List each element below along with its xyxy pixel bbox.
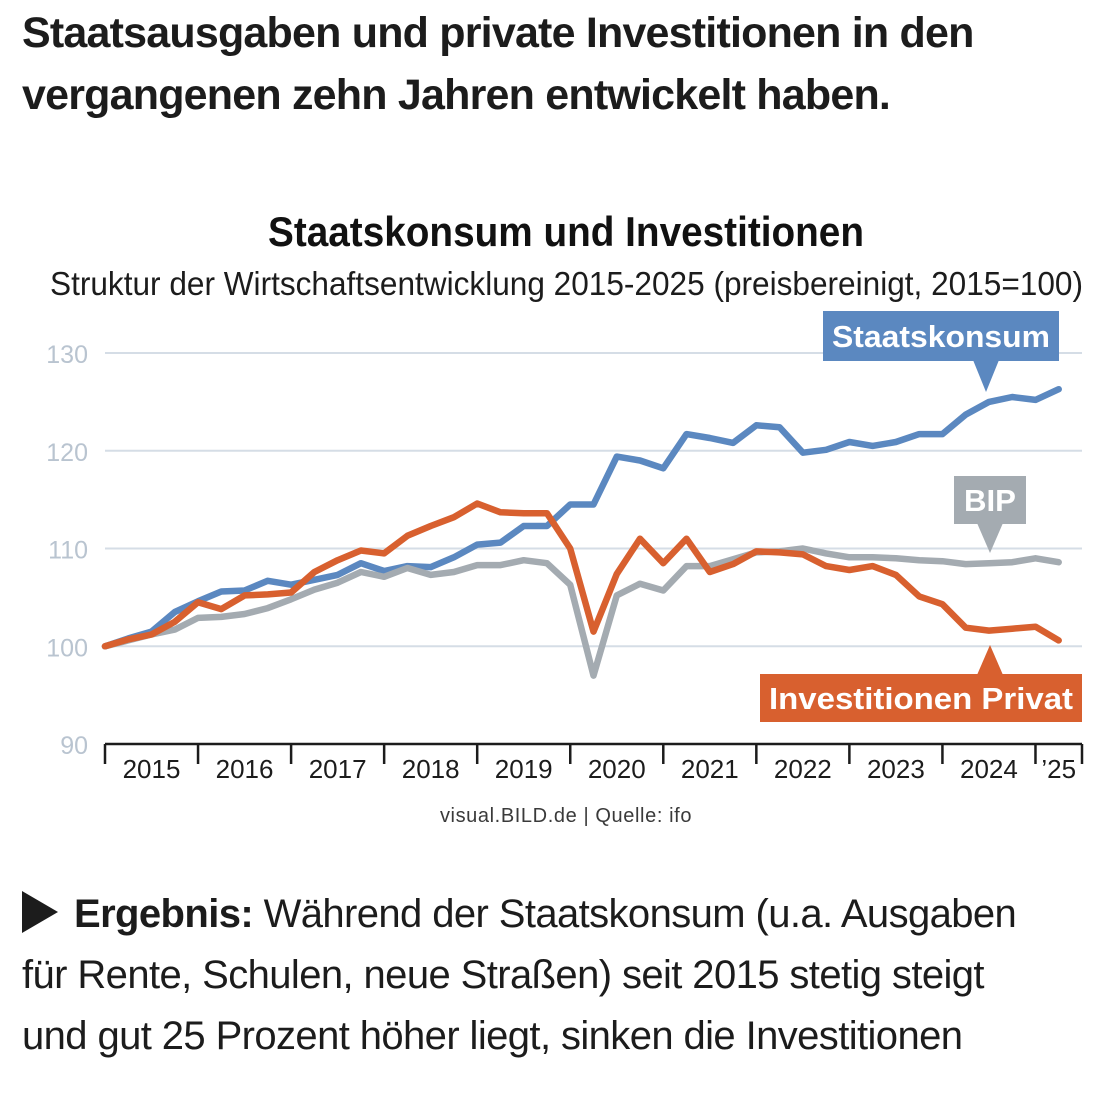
x-tick-label-0: 2015	[123, 754, 181, 784]
series-label-2: Investitionen Privat	[769, 681, 1073, 716]
series-line-1	[101, 545, 1062, 679]
series-label-1: BIP	[964, 483, 1016, 518]
chart-series-lines	[101, 385, 1062, 679]
chart-series-labels: Staatskonsum BIP Investitionen Privat	[760, 311, 1082, 722]
callout-box-1	[954, 476, 1026, 524]
y-tick-label-100: 100	[46, 634, 88, 662]
callout-pointer-2	[977, 645, 1003, 675]
series-line-0	[101, 385, 1062, 650]
callout-pointer-0	[973, 360, 999, 392]
callout-box-2	[760, 674, 1082, 722]
x-tick-label-8: 2023	[867, 754, 925, 784]
y-tick-label-110: 110	[48, 537, 88, 565]
callout-box-0	[823, 311, 1059, 361]
x-tick-label-5: 2020	[588, 754, 646, 784]
headline-line-1: Staatsausgaben und private Investitionen…	[22, 9, 974, 57]
body-lead: Ergebnis:	[74, 892, 254, 936]
series-label-0: Staatskonsum	[832, 319, 1050, 354]
chart-source: visual.BILD.de | Quelle: ifo	[440, 805, 692, 827]
arrow-right-icon	[22, 891, 58, 933]
x-tick-label-2: 2017	[309, 754, 367, 784]
x-tick-label-6: 2021	[681, 754, 739, 784]
x-tick-label-10: ’25	[1041, 754, 1076, 784]
y-tick-label-90: 90	[60, 732, 88, 760]
y-tick-label-130: 130	[46, 341, 88, 369]
x-tick-label-7: 2022	[774, 754, 832, 784]
callout-0: Staatskonsum	[823, 311, 1059, 392]
chart-x-axis: 2015 2016 2017 2018 2019 2020 2021 2022 2023 2024…	[103, 742, 1084, 784]
x-tick-label-9: 2024	[960, 754, 1018, 784]
body-line-1: Während der Staatskonsum (u.a. Ausgaben	[253, 892, 1017, 936]
x-tick-label-4: 2019	[495, 754, 553, 784]
callout-pointer-1	[977, 523, 1003, 553]
callout-1: BIP	[954, 476, 1026, 553]
chart-gridlines: 90 100 110 120 130	[46, 341, 1082, 760]
x-tick-label-3: 2018	[402, 754, 460, 784]
line-chart: Staatskonsum und Investitionen Struktur …	[46, 208, 1084, 827]
body-line-2: für Rente, Schulen, neue Straßen) seit 2…	[22, 953, 985, 997]
callout-2: Investitionen Privat	[760, 645, 1082, 722]
body-line-3: und gut 25 Prozent höher liegt, sinken d…	[22, 1014, 963, 1058]
x-tick-label-1: 2016	[216, 754, 274, 784]
chart-subtitle: Struktur der Wirtschaftsentwicklung 2015…	[50, 265, 1083, 302]
y-tick-label-120: 120	[46, 439, 88, 467]
chart-title: Staatskonsum und Investitionen	[268, 208, 864, 255]
series-line-2	[101, 500, 1062, 650]
article-headline: Staatsausgaben und private Investitionen…	[22, 2, 1102, 126]
article-body: Ergebnis: Während der Staatskonsum (u.a.…	[22, 884, 1109, 1067]
headline-line-2: vergangenen zehn Jahren entwickelt haben…	[22, 71, 891, 119]
